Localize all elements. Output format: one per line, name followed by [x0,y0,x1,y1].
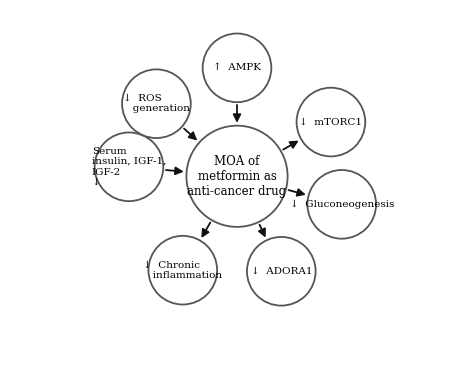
Circle shape [122,69,191,138]
Text: Serum
insulin, IGF-1,
IGF-2
↓: Serum insulin, IGF-1, IGF-2 ↓ [92,147,166,187]
Circle shape [247,237,316,306]
Text: MOA of
metformin as
anti-cancer drug: MOA of metformin as anti-cancer drug [187,155,287,198]
Circle shape [308,170,376,239]
Text: ↑  AMPK: ↑ AMPK [213,63,261,72]
Circle shape [203,33,271,102]
Circle shape [95,132,164,201]
Text: ↓  ROS
   generation: ↓ ROS generation [123,94,190,113]
Text: ↓  ADORA1: ↓ ADORA1 [251,267,312,276]
Text: ↓  Gluconeogenesis: ↓ Gluconeogenesis [290,200,394,209]
Circle shape [186,126,288,227]
Text: ↓  mTORC1: ↓ mTORC1 [300,117,363,127]
Circle shape [148,236,217,305]
Text: ↓  Chronic
   inflammation: ↓ Chronic inflammation [143,261,222,280]
Circle shape [297,88,365,156]
